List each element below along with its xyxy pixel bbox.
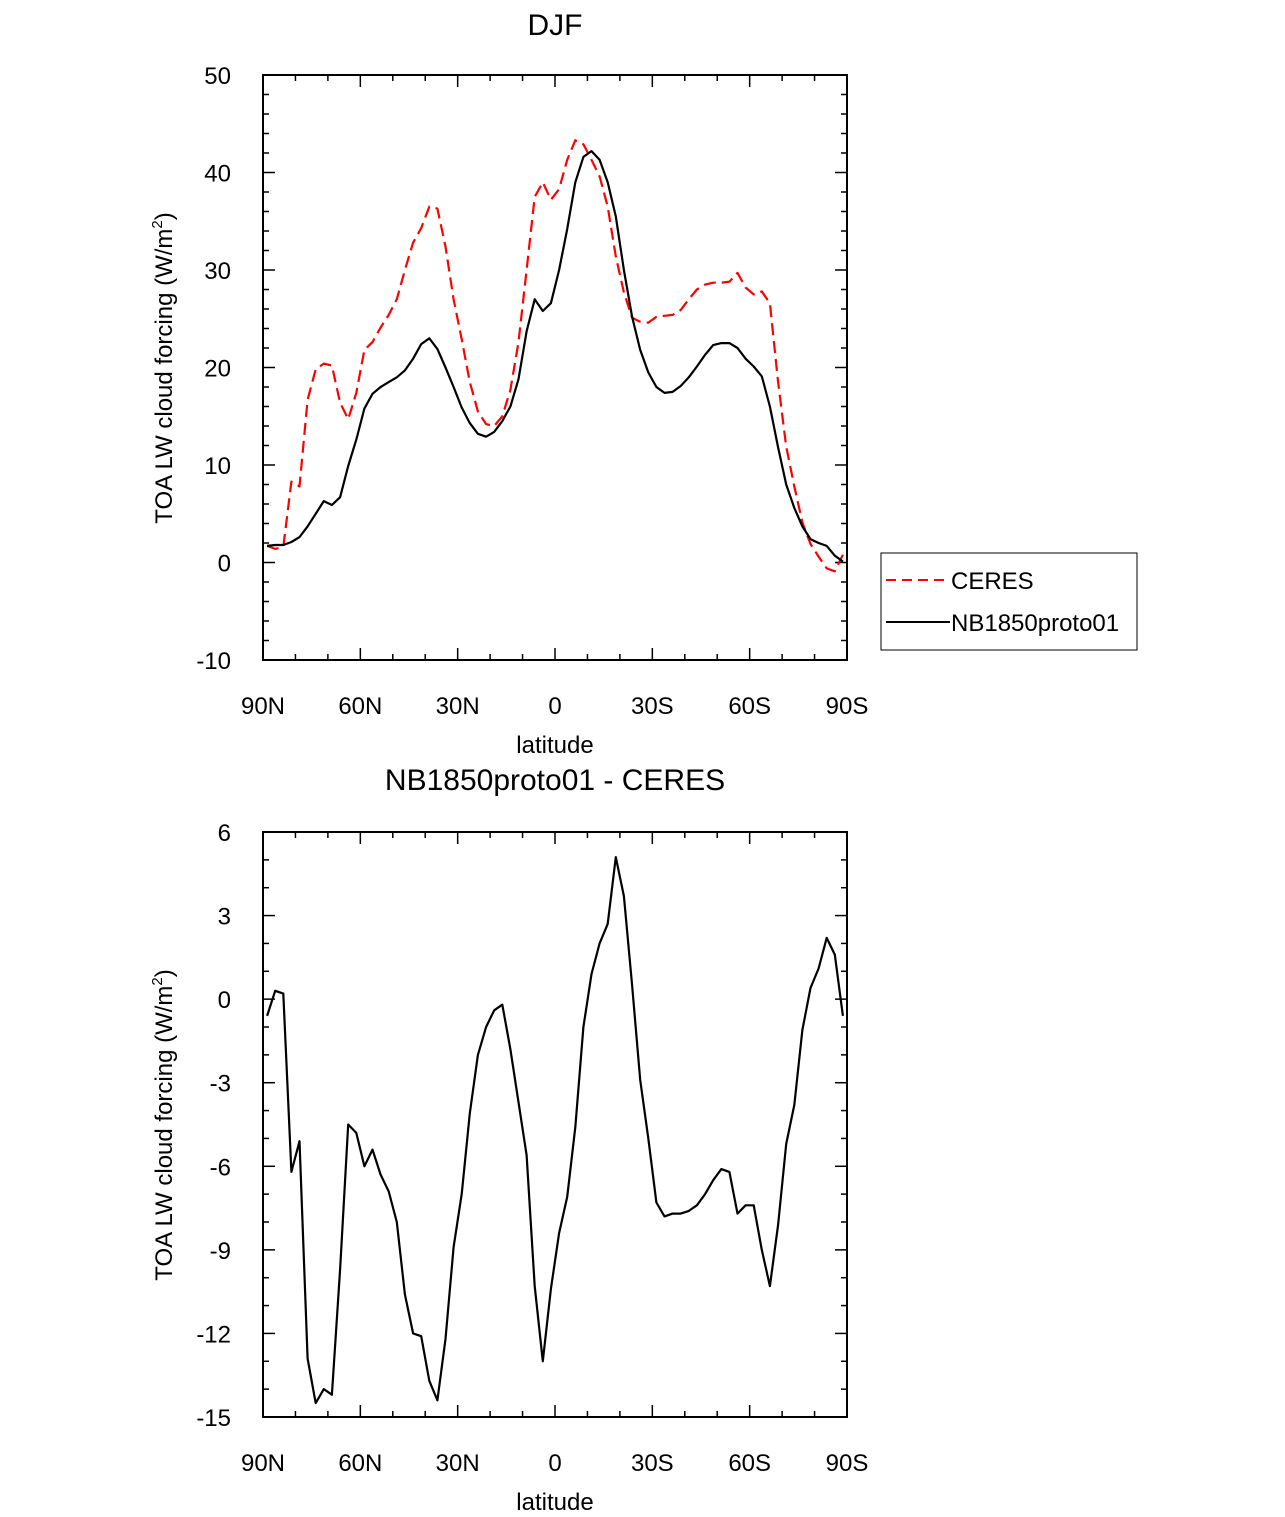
- bottom-x-tick-label: 0: [548, 1450, 561, 1477]
- top-x-tick-label: 90S: [826, 693, 869, 720]
- top-x-axis-label: latitude: [516, 732, 593, 759]
- bottom-y-tick-label: -9: [210, 1238, 231, 1265]
- bottom-x-tick-label: 90S: [826, 1450, 869, 1477]
- bottom-y-tick-label: 3: [218, 904, 231, 931]
- top-y-tick-label: 30: [204, 258, 231, 285]
- bottom-x-axis-label: latitude: [516, 1489, 593, 1516]
- bottom-y-tick-label: -12: [196, 1321, 231, 1348]
- bottom-x-tick-label: 60S: [728, 1450, 771, 1477]
- legend-label-model: NB1850proto01: [951, 610, 1119, 637]
- top-model-line: [266, 150, 844, 563]
- bottom-y-tick-label: -3: [210, 1071, 231, 1098]
- top-x-tick-label: 60N: [338, 693, 382, 720]
- bottom-plot-frame: [262, 831, 848, 1418]
- bottom-y-axis-label: TOA LW cloud forcing (W/m2): [149, 969, 178, 1281]
- top-panel-djf: DJF latitude TOA LW cloud forcing (W/m2)…: [149, 9, 1138, 759]
- bottom-y-tick-label: -15: [196, 1405, 231, 1432]
- top-y-axis-label: TOA LW cloud forcing (W/m2): [149, 212, 178, 524]
- bottom-panel-difference: NB1850proto01 - CERES latitude TOA LW cl…: [149, 764, 868, 1516]
- top-y-tick-label: 50: [204, 63, 231, 90]
- bottom-difference-line: [266, 856, 844, 1405]
- bottom-y-tick-label: 0: [218, 987, 231, 1014]
- top-ceres-line: [266, 139, 844, 573]
- top-panel-title: DJF: [528, 9, 583, 42]
- bottom-y-tick-label: 6: [218, 820, 231, 847]
- top-y-tick-label: -10: [196, 648, 231, 675]
- top-x-tick-label: 30S: [631, 693, 674, 720]
- top-y-tick-label: 10: [204, 453, 231, 480]
- top-plot-frame: [262, 74, 848, 661]
- bottom-x-tick-label: 90N: [241, 1450, 285, 1477]
- top-x-tick-label: 90N: [241, 693, 285, 720]
- top-x-tick-label: 60S: [728, 693, 771, 720]
- bottom-x-tick-label: 60N: [338, 1450, 382, 1477]
- top-x-tick-label: 30N: [436, 693, 480, 720]
- bottom-x-tick-label: 30N: [436, 1450, 480, 1477]
- bottom-panel-title: NB1850proto01 - CERES: [385, 764, 725, 797]
- legend-box: [880, 552, 1138, 651]
- bottom-x-tick-label: 30S: [631, 1450, 674, 1477]
- top-y-tick-label: 0: [218, 551, 231, 578]
- legend-label-ceres: CERES: [951, 568, 1034, 595]
- top-y-tick-label: 40: [204, 161, 231, 188]
- top-x-tick-label: 0: [548, 693, 561, 720]
- top-y-tick-label: 20: [204, 356, 231, 383]
- bottom-y-tick-label: -6: [210, 1154, 231, 1181]
- legend: CERES NB1850proto01: [880, 552, 1138, 651]
